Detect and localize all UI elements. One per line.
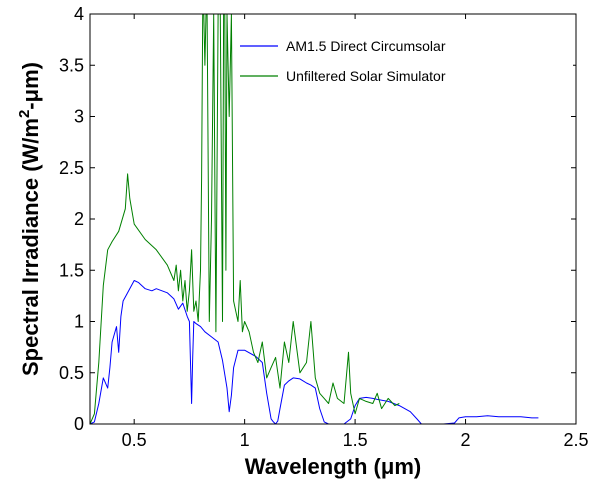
y-axis-label: Spectral Irradiance (W/m2-μm)	[16, 62, 43, 376]
series-line-unfiltered-simulator	[89, 13, 400, 425]
y-tick-label: 3	[74, 107, 84, 127]
y-axis-label-superscript: 2	[16, 110, 33, 118]
y-axis-label-unit: -μm)	[18, 62, 43, 110]
y-axis-label-main: Spectral Irradiance (W/m	[18, 118, 43, 376]
x-tick-label: 1.5	[343, 430, 368, 450]
y-tick-label: 4	[74, 4, 84, 24]
x-tick-label: 2	[461, 430, 471, 450]
legend-label-am15: AM1.5 Direct Circumsolar	[286, 38, 446, 54]
y-tick-label: 3.5	[59, 55, 84, 75]
x-axis-label: Wavelength (μm)	[245, 454, 421, 479]
x-tick-label: 2.5	[563, 430, 588, 450]
tick-layer: 0.5 1 1.5 2 2.5 0 0.5 1 1.5 2 2.5 3 3.5 4	[59, 4, 589, 450]
legend: AM1.5 Direct Circumsolar Unfiltered Sola…	[240, 33, 573, 91]
y-tick-label: 2.5	[59, 158, 84, 178]
series-line-am15-direct	[89, 280, 539, 425]
y-tick-label: 1.5	[59, 260, 84, 280]
y-tick-label: 1	[74, 312, 84, 332]
y-tick-label: 0	[74, 414, 84, 434]
x-tick-label: 1	[240, 430, 250, 450]
y-tick-label: 0.5	[59, 363, 84, 383]
y-tick-label: 2	[74, 209, 84, 229]
series-layer	[89, 13, 539, 425]
legend-label-simulator: Unfiltered Solar Simulator	[286, 68, 446, 84]
x-tick-label: 0.5	[122, 430, 147, 450]
legend-box	[278, 33, 573, 91]
